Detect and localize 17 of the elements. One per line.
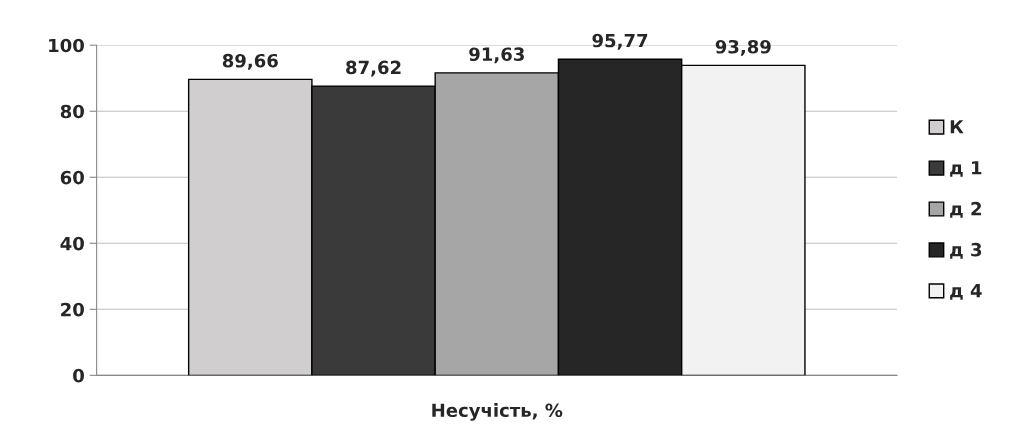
legend-label: д 1 (950, 161, 982, 177)
y-tick-label: 60 (60, 170, 84, 185)
y-tick-label: 0 (73, 368, 84, 383)
data-label: 93,89 (715, 39, 771, 56)
x-tick-label: Несучість, % (432, 403, 563, 421)
y-tick-label: 20 (61, 302, 84, 317)
legend-label: д 3 (950, 242, 982, 259)
y-tick-label: 40 (60, 236, 84, 251)
y-tick-label: 100 (49, 38, 84, 53)
data-label: 95,77 (592, 33, 648, 50)
legend-label: К (950, 120, 964, 134)
data-label: 91,63 (469, 47, 524, 64)
legend-label: д 4 (950, 283, 982, 300)
data-label: 89,66 (222, 53, 278, 70)
data-label: 87,62 (346, 60, 401, 77)
legend-label: д 2 (950, 201, 981, 218)
y-tick-label: 80 (60, 104, 84, 119)
